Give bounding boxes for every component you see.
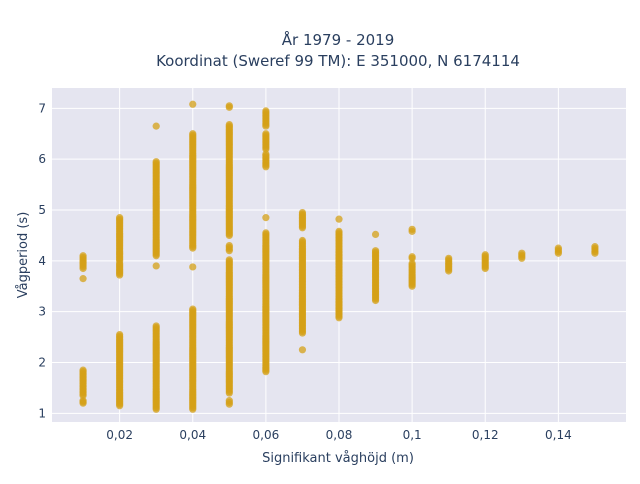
- y-tick-label: 7: [38, 101, 46, 115]
- x-tick-label: 0,06: [253, 428, 280, 442]
- data-point: [189, 263, 197, 271]
- data-point: [189, 130, 197, 138]
- data-point: [481, 251, 489, 259]
- data-point: [225, 102, 233, 110]
- x-tick-labels: 0,02 0,04 0,06 0,08 0,1 0,12 0,14: [106, 428, 571, 442]
- y-axis-label: Vågperiod (s): [16, 212, 31, 299]
- data-point: [262, 130, 270, 138]
- data-point: [262, 229, 270, 237]
- data-point: [79, 275, 87, 283]
- data-point: [152, 262, 160, 270]
- data-point: [225, 397, 233, 405]
- x-tick-label: 0,04: [179, 428, 206, 442]
- data-point: [298, 236, 307, 245]
- data-point: [408, 225, 416, 233]
- data-point: [79, 366, 87, 374]
- x-tick-label: 0,1: [403, 428, 422, 442]
- data-point: [298, 208, 307, 217]
- data-point: [225, 121, 233, 129]
- data-point: [371, 247, 380, 255]
- data-point: [518, 249, 526, 257]
- data-point: [262, 150, 270, 158]
- x-tick-label: 0,12: [472, 428, 499, 442]
- y-tick-label: 5: [38, 203, 46, 217]
- data-point: [79, 397, 87, 405]
- y-tick-label: 6: [38, 152, 46, 166]
- data-point: [371, 230, 380, 239]
- y-tick-labels: 1 2 3 4 5 6 7: [38, 101, 46, 420]
- x-tick-label: 0,08: [326, 428, 353, 442]
- data-point: [225, 241, 233, 250]
- y-tick-label: 1: [38, 406, 46, 420]
- data-point: [116, 214, 124, 222]
- data-point: [225, 256, 233, 264]
- data-point: [262, 107, 270, 115]
- data-point: [408, 259, 416, 267]
- data-point: [335, 227, 343, 235]
- data-point: [152, 322, 160, 330]
- data-point: [152, 158, 160, 166]
- x-tick-label: 0,02: [106, 428, 133, 442]
- data-point: [335, 215, 343, 223]
- data-point: [116, 330, 124, 339]
- data-points: [79, 100, 599, 413]
- data-point: [262, 214, 270, 222]
- data-point: [79, 252, 87, 260]
- data-point: [189, 100, 197, 108]
- y-tick-label: 3: [38, 305, 46, 319]
- chart-title-line-2: Koordinat (Sweref 99 TM): E 351000, N 61…: [156, 52, 520, 70]
- data-point: [591, 243, 599, 251]
- data-point: [408, 253, 416, 261]
- data-point: [298, 346, 307, 354]
- x-tick-label: 0,14: [545, 428, 572, 442]
- data-point: [152, 122, 160, 130]
- data-point: [445, 254, 453, 262]
- y-tick-label: 4: [38, 254, 46, 268]
- chart-title-line-1: År 1979 - 2019: [282, 30, 395, 49]
- data-point: [189, 305, 197, 313]
- data-point: [554, 244, 562, 252]
- x-axis-label: Signifikant våghöjd (m): [262, 451, 414, 466]
- y-tick-label: 2: [38, 356, 46, 370]
